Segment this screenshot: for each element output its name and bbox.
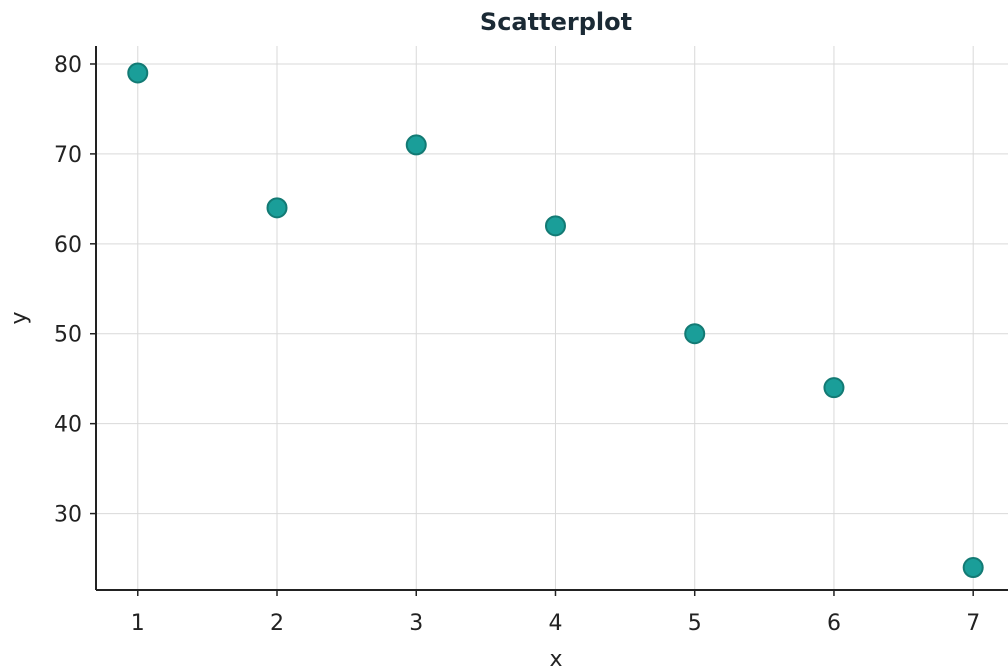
- axes-layer: [95, 46, 1008, 591]
- y-tick-label: 60: [54, 233, 82, 258]
- scatter-point: [266, 197, 288, 219]
- x-axis-label: x: [549, 647, 562, 671]
- x-tick-label: 7: [966, 611, 980, 636]
- grid-layer: [96, 46, 1008, 590]
- x-tick-label: 1: [131, 611, 145, 636]
- scatter-point: [405, 134, 427, 156]
- scatter-point: [962, 557, 984, 579]
- y-tick-label: 30: [54, 503, 82, 528]
- x-tick-label: 5: [688, 611, 702, 636]
- scatter-point: [684, 323, 706, 345]
- y-tick-label: 70: [54, 143, 82, 168]
- scatter-point: [823, 377, 845, 399]
- y-axis-label: y: [7, 311, 32, 324]
- y-tick-label: 50: [54, 323, 82, 348]
- y-tick-label: 80: [54, 53, 82, 78]
- scatter-point: [544, 215, 566, 237]
- x-tick-label: 3: [409, 611, 423, 636]
- chart-title: Scatterplot: [480, 8, 632, 36]
- x-tick-label: 4: [548, 611, 562, 636]
- y-tick-label: 40: [54, 413, 82, 438]
- x-tick-label: 6: [827, 611, 841, 636]
- scatter-point: [127, 62, 149, 84]
- ticks-layer: 1 2 3 4 5 6 7 30 40 50 60 70 80: [54, 53, 980, 636]
- x-tick-label: 2: [270, 611, 284, 636]
- points-layer: [127, 62, 984, 579]
